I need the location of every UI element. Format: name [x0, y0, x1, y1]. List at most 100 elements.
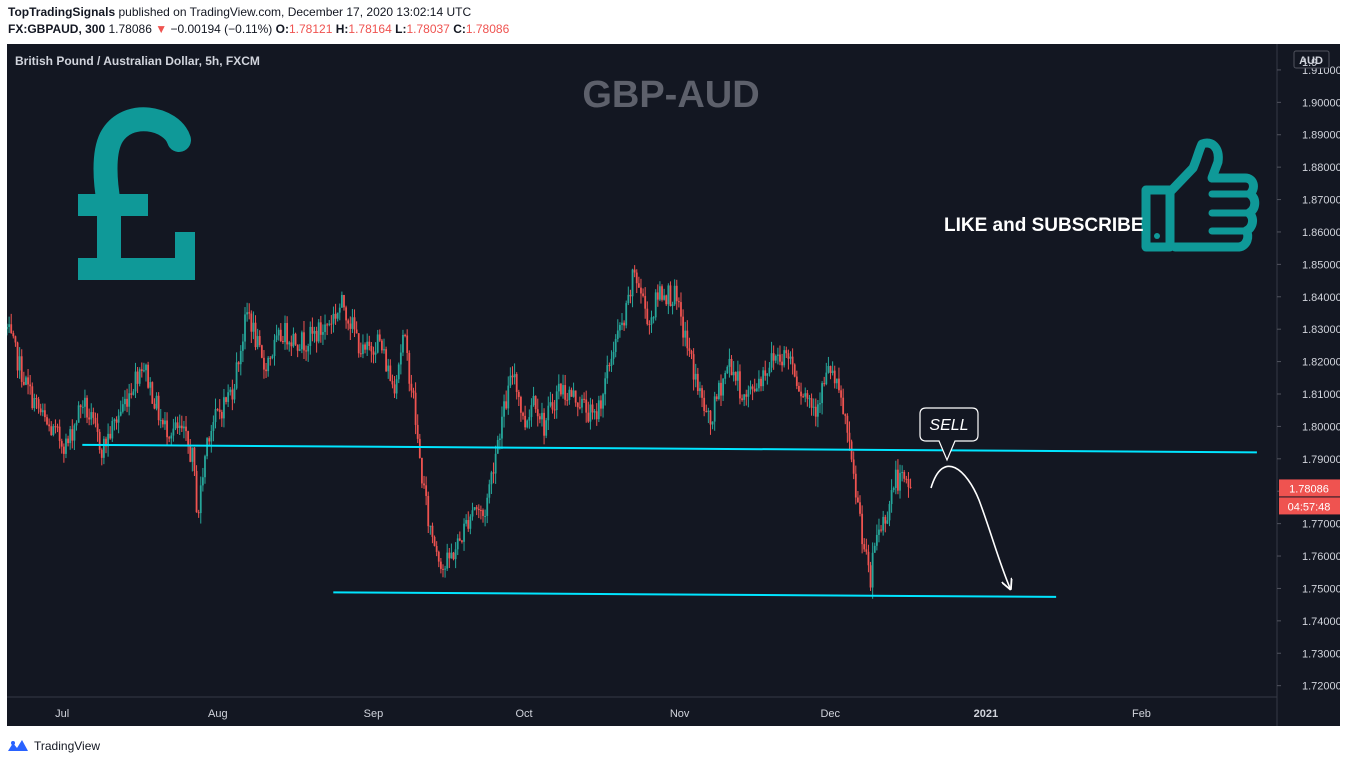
candle-body	[640, 287, 642, 294]
candle-body	[781, 361, 783, 366]
candle-body	[532, 395, 535, 406]
candle-body	[694, 373, 697, 380]
candle-body	[128, 393, 131, 407]
candle-body	[501, 416, 503, 439]
candle-body	[381, 340, 383, 351]
candle-body	[107, 433, 109, 447]
candle-body	[246, 312, 249, 315]
candle-body	[303, 332, 305, 351]
trend-lines	[82, 443, 1257, 598]
price-axis[interactable]: 1.910001.900001.890001.880001.870001.860…	[1277, 65, 1342, 693]
candle-body	[863, 544, 866, 550]
candle-body	[277, 329, 280, 336]
candle-body	[682, 316, 684, 338]
candle-body	[650, 317, 653, 325]
candle-body	[136, 371, 139, 384]
candle-body	[33, 398, 36, 409]
candle-body	[319, 322, 322, 335]
candle-body	[347, 320, 350, 324]
candle-body	[340, 294, 343, 308]
candle-body	[787, 353, 790, 359]
candle-body	[27, 377, 29, 385]
candle-body	[300, 332, 303, 350]
candle-body	[722, 378, 725, 396]
resistance-line[interactable]	[82, 443, 1257, 454]
candle-body	[741, 398, 743, 400]
candle-body	[35, 398, 38, 400]
candle-body	[583, 398, 585, 400]
candle-body	[113, 419, 116, 421]
candle-body	[439, 561, 442, 569]
candle-body	[764, 370, 767, 376]
candle-body	[699, 388, 701, 392]
candle-body	[39, 408, 42, 413]
candle-body	[187, 431, 190, 446]
candle-body	[488, 484, 491, 498]
candle-body	[469, 516, 472, 529]
candle-body	[705, 410, 708, 412]
candle-body	[269, 357, 272, 359]
candle-body	[191, 447, 194, 462]
candle-body	[541, 412, 543, 420]
chart-frame[interactable]: 1.91000 1.90000 1.89000 1.88000 1.87000 1.860…	[6, 44, 1342, 726]
candle-body	[713, 396, 716, 422]
high-value: 1.78164	[348, 22, 392, 36]
candle-body	[241, 341, 244, 351]
candle-body	[753, 388, 756, 392]
y-tick-label: 1.77000	[1302, 519, 1340, 531]
candle-body	[616, 330, 619, 339]
candle-body	[328, 323, 331, 325]
candle-body	[404, 334, 406, 336]
y-tick-label: 1.87000	[1302, 195, 1340, 207]
candle-body	[515, 374, 518, 392]
candle-body	[69, 429, 72, 444]
candle-body	[557, 383, 560, 392]
candle-body	[629, 294, 632, 297]
candle-body	[806, 393, 809, 399]
candle-body	[865, 549, 868, 552]
candle-body	[701, 388, 703, 398]
candle-body	[46, 417, 48, 425]
candle-body	[121, 404, 124, 412]
candle-body	[492, 472, 495, 474]
candle-body	[317, 322, 320, 342]
footer[interactable]: TradingView	[8, 736, 100, 756]
footer-brand[interactable]: TradingView	[34, 739, 101, 753]
candle-body	[581, 398, 583, 408]
candle-body	[795, 376, 798, 386]
last-price-badge	[1279, 479, 1340, 497]
candle-body	[145, 364, 147, 371]
candle-body	[199, 485, 202, 514]
candle-body	[94, 417, 97, 424]
candle-body	[29, 384, 32, 387]
candle-body	[602, 394, 604, 409]
candle-body	[393, 384, 396, 394]
support-line[interactable]	[333, 591, 1057, 598]
candle-body	[899, 472, 901, 491]
currency-badge[interactable]	[1293, 50, 1330, 69]
candle-body	[410, 383, 413, 391]
x-tick-label: Sep	[364, 708, 384, 720]
candle-body	[166, 420, 168, 438]
candle-body	[614, 338, 617, 352]
price-chart[interactable]: 1.910001.900001.890001.880001.870001.860…	[6, 44, 1342, 726]
time-axis[interactable]: Jul Aug Sep Oct Nov Dec 2021 Feb	[55, 708, 1151, 720]
x-tick-label: Feb	[1132, 708, 1151, 720]
candle-body	[465, 520, 468, 524]
publish-info: TopTradingSignals published on TradingVi…	[8, 5, 471, 19]
candle-body	[56, 426, 59, 428]
candle-body	[336, 312, 339, 319]
candle-body	[538, 416, 541, 420]
candle-body	[395, 379, 398, 394]
candle-body	[383, 349, 385, 351]
candle-body	[530, 405, 533, 418]
cta-text: LIKE and SUBSCRIBE	[944, 215, 1144, 236]
candle-body	[574, 390, 577, 403]
y-tick-label: 1.81000	[1302, 389, 1340, 401]
candle-body	[869, 565, 872, 588]
candle-body	[473, 507, 476, 511]
candle-body	[357, 333, 360, 354]
candle-body	[680, 302, 682, 317]
author[interactable]: TopTradingSignals	[8, 5, 116, 19]
sell-label: SELL	[929, 417, 968, 434]
